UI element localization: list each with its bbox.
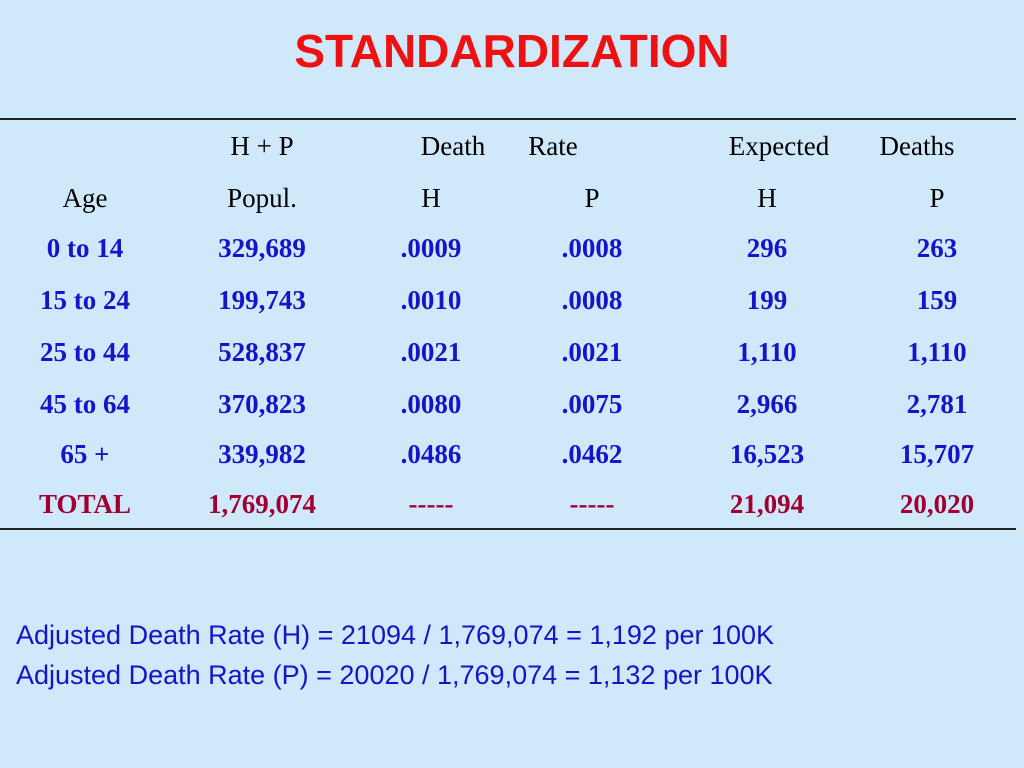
table-cell-expected-p: 263 <box>916 233 958 263</box>
table-bottom-rule <box>0 528 1016 530</box>
table-cell-population: 528,837 <box>218 337 306 367</box>
total-cell-expected-p: 20,020 <box>899 489 975 519</box>
table-cell-rate-p: .0462 <box>561 439 623 469</box>
header-rate-h: H <box>421 183 441 213</box>
table-cell-age: 0 to 14 <box>46 233 124 263</box>
total-cell-rate-p: ----- <box>569 489 615 519</box>
adjusted-rate-p-formula: Adjusted Death Rate (P) = 20020 / 1,769,… <box>16 660 773 690</box>
total-cell-expected-h: 21,094 <box>729 489 805 519</box>
header-rate-p: P <box>584 183 600 213</box>
header-top-rate-h: Death <box>420 131 486 161</box>
table-cell-expected-p: 1,110 <box>907 337 967 367</box>
table-cell-rate-h: .0021 <box>400 337 462 367</box>
table-cell-rate-p: .0008 <box>561 233 623 263</box>
table-cell-rate-p: .0021 <box>561 337 623 367</box>
table-cell-age: 65 + <box>60 439 110 469</box>
total-cell-population: 1,769,074 <box>208 489 316 519</box>
header-top-population: H + P <box>230 131 294 161</box>
table-cell-expected-p: 15,707 <box>899 439 975 469</box>
table-top-rule <box>0 118 1016 120</box>
total-cell-age: TOTAL <box>38 489 132 519</box>
table-cell-rate-h: .0009 <box>400 233 462 263</box>
table-cell-rate-p: .0008 <box>561 285 623 315</box>
header-expected-h: H <box>757 183 777 213</box>
table-cell-population: 370,823 <box>218 389 306 419</box>
table-cell-age: 15 to 24 <box>40 285 130 315</box>
table-cell-age: 45 to 64 <box>40 389 130 419</box>
table-cell-expected-h: 296 <box>746 233 788 263</box>
table-cell-rate-p: .0075 <box>561 389 623 419</box>
table-cell-rate-h: .0010 <box>400 285 462 315</box>
adjusted-rate-h-formula: Adjusted Death Rate (H) = 21094 / 1,769,… <box>16 620 775 650</box>
table-cell-expected-p: 2,781 <box>906 389 968 419</box>
table-cell-expected-h: 16,523 <box>729 439 805 469</box>
table-cell-expected-h: 2,966 <box>736 389 798 419</box>
header-top-rate-p: Rate <box>528 131 578 161</box>
header-population: Popul. <box>227 183 297 213</box>
table-cell-population: 339,982 <box>218 439 306 469</box>
table-cell-rate-h: .0080 <box>400 389 462 419</box>
table-cell-population: 329,689 <box>218 233 306 263</box>
header-top-expected-p: Deaths <box>879 131 955 161</box>
table-cell-rate-h: .0486 <box>400 439 462 469</box>
table-cell-age: 25 to 44 <box>40 337 130 367</box>
table-cell-expected-p: 159 <box>916 285 958 315</box>
header-age: Age <box>62 183 108 213</box>
table-cell-expected-h: 1,110 <box>737 337 797 367</box>
header-expected-p: P <box>929 183 945 213</box>
table-cell-population: 199,743 <box>218 285 306 315</box>
total-cell-rate-h: ----- <box>408 489 454 519</box>
page-title: STANDARDIZATION <box>294 25 730 77</box>
header-top-expected-h: Expected <box>728 131 830 161</box>
table-cell-expected-h: 199 <box>746 285 788 315</box>
